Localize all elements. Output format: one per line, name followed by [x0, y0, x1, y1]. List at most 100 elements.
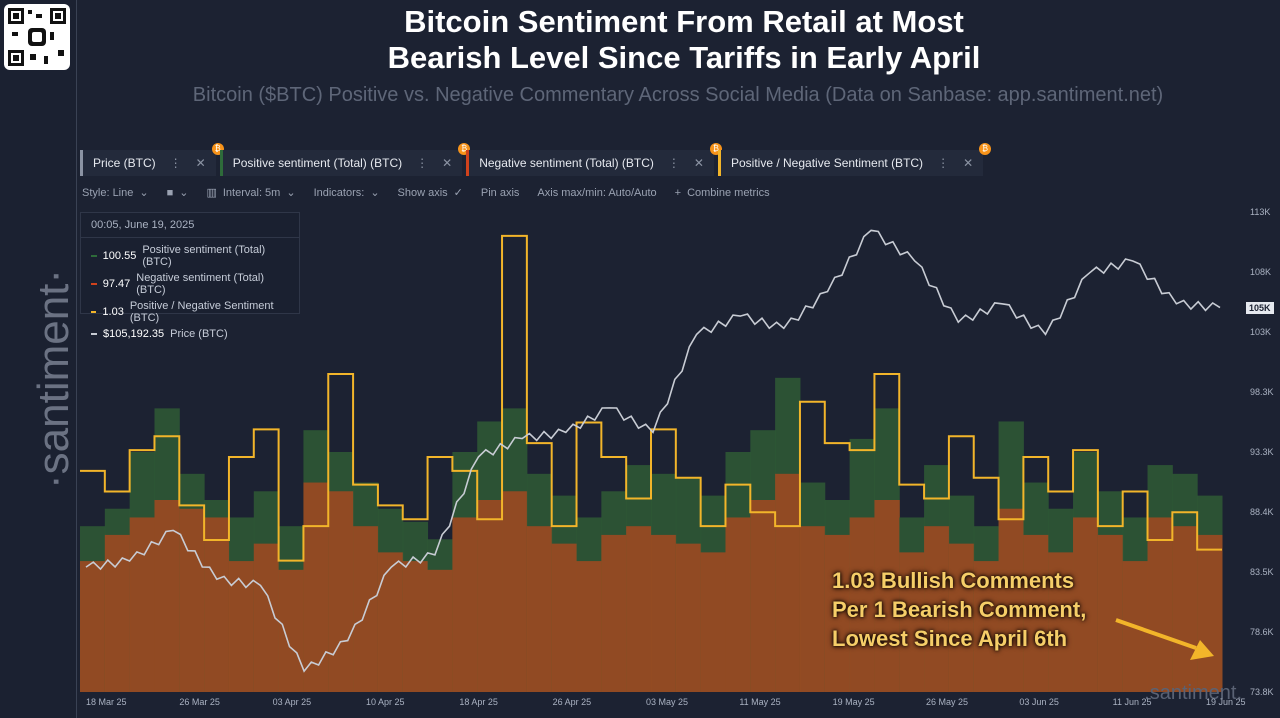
more-icon[interactable]: ⋮: [169, 156, 182, 170]
negative-sentiment-bar: [526, 526, 553, 692]
metric-chip-ratio[interactable]: Positive / Negative Sentiment (BTC) ⋮ ✕ …: [717, 143, 992, 176]
chart-options: Style: Line ⌄ ■ ⌄ ▥ Interval: 5m ⌄ Indicator…: [82, 186, 770, 200]
more-icon[interactable]: ⋮: [937, 156, 950, 170]
y-tick-label: 108K: [1250, 267, 1272, 277]
negative-sentiment-bar: [303, 482, 329, 692]
qr-code-icon: [4, 4, 70, 70]
metric-chip-negative[interactable]: Negative sentiment (Total) (BTC) ⋮ ✕ ₿: [466, 143, 722, 176]
negative-sentiment-bar: [948, 543, 975, 692]
interval-select[interactable]: ▥ Interval: 5m ⌄: [206, 186, 296, 200]
metric-label: Positive / Negative Sentiment (BTC): [730, 156, 924, 170]
x-tick-label: 26 Apr 25: [552, 697, 592, 707]
x-tick-label: 03 May 25: [646, 697, 689, 707]
close-icon[interactable]: ✕: [442, 156, 453, 170]
x-tick-label: 10 Apr 25: [366, 697, 405, 707]
y-tick-label: 113K: [1250, 207, 1271, 217]
negative-sentiment-bar: [477, 500, 503, 692]
negative-sentiment-bar: [1172, 526, 1198, 692]
negative-sentiment-bar: [924, 526, 950, 692]
more-icon[interactable]: ⋮: [667, 156, 680, 170]
price-tag: 105K: [1246, 302, 1274, 314]
negative-sentiment-bar: [1073, 517, 1099, 692]
x-tick-label: 03 Jun 25: [1019, 697, 1059, 707]
metric-chip-positive[interactable]: Positive sentiment (Total) (BTC) ⋮ ✕ ₿: [219, 143, 471, 176]
x-tick-label: 03 Apr 25: [272, 697, 312, 707]
y-axis: 113K 108K 103K 98.3K 93.3K 88.4K 83.5K 78.6K 73.…: [1244, 0, 1280, 718]
negative-sentiment-bar: [626, 526, 652, 692]
negative-sentiment-bar: [204, 517, 230, 692]
negative-sentiment-bar: [973, 561, 1000, 692]
metric-label: Positive sentiment (Total) (BTC): [232, 156, 403, 170]
tooltip-row: $105,192.35 Price (BTC): [81, 326, 299, 342]
santiment-watermark-small: .santiment.: [1144, 682, 1242, 704]
negative-sentiment-bar: [179, 508, 205, 692]
close-icon[interactable]: ✕: [195, 156, 206, 170]
negative-sentiment-bar: [651, 534, 677, 692]
show-axis-toggle[interactable]: Show axis ✓: [397, 186, 463, 200]
metric-chip-price[interactable]: Price (BTC) ⋮ ✕ ₿: [80, 143, 224, 176]
chevron-down-icon: ⌄: [139, 187, 149, 199]
indicators-select[interactable]: Indicators: ⌄: [313, 186, 380, 200]
y-tick-label: 103K: [1250, 327, 1272, 337]
chevron-down-icon: ⌄: [370, 187, 380, 199]
negative-sentiment-bar: [1048, 552, 1074, 692]
close-icon[interactable]: ✕: [963, 156, 974, 170]
negative-sentiment-bar: [104, 534, 131, 692]
pin-axis-toggle[interactable]: Pin axis: [480, 186, 520, 199]
page-title: Bitcoin Sentiment From Retail at Most Be…: [120, 4, 1248, 76]
ratio-series-line: [80, 234, 1222, 562]
x-tick-label: 11 Jun 25: [1112, 697, 1152, 707]
plus-icon: +: [674, 186, 682, 199]
tooltip-box: 00:05, June 19, 2025 100.55 Positive sent…: [80, 212, 300, 340]
negative-sentiment-bar: [551, 543, 578, 692]
more-icon[interactable]: ⋮: [416, 156, 429, 170]
callout-annotation: 1.03 Bullish Comments Per 1 Bearish Comm…: [832, 568, 1087, 651]
chevron-down-icon: ⌄: [286, 187, 296, 199]
negative-sentiment-bar: [849, 517, 875, 692]
x-tick-label: 26 Mar 25: [179, 697, 220, 707]
negative-sentiment-bar: [328, 491, 354, 692]
negative-sentiment-bar: [750, 500, 776, 692]
y-tick-label: 88.4K: [1250, 507, 1274, 517]
combine-metrics-button[interactable]: + Combine metrics: [674, 186, 770, 199]
negative-sentiment-bar: [576, 561, 602, 692]
negative-sentiment-bar: [601, 534, 627, 692]
negative-sentiment-bar: [725, 517, 751, 692]
negative-sentiment-bar: [874, 500, 900, 692]
negative-sentiment-bar: [154, 500, 180, 692]
metric-label: Price (BTC): [93, 156, 156, 170]
x-tick-label: 18 Mar 25: [86, 697, 127, 707]
y-tick-label: 93.3K: [1250, 447, 1274, 457]
metric-chips: Price (BTC) ⋮ ✕ ₿ Positive sentiment (To…: [80, 143, 992, 178]
negative-sentiment-bar: [1147, 517, 1173, 692]
negative-sentiment-bar: [502, 491, 528, 692]
santiment-watermark: ·santiment·: [29, 268, 78, 489]
square-icon: ■: [166, 186, 174, 199]
negative-sentiment-bar: [824, 534, 851, 692]
negative-sentiment-bar: [998, 508, 1024, 692]
tooltip-row: 1.03 Positive / Negative Sentiment (BTC): [81, 298, 299, 326]
metric-label: Negative sentiment (Total) (BTC): [479, 156, 654, 170]
bitcoin-icon: ₿: [979, 143, 992, 155]
close-icon[interactable]: ✕: [693, 156, 704, 170]
negative-sentiment-bar: [80, 561, 106, 692]
title-line-1: Bitcoin Sentiment From Retail at Most: [404, 4, 964, 39]
x-tick-label: 19 Jun 25: [1206, 697, 1246, 707]
axis-maxmin-select[interactable]: Axis max/min: Auto/Auto: [537, 186, 657, 199]
negative-sentiment-bar: [1023, 534, 1049, 692]
negative-sentiment-bar: [377, 552, 404, 692]
y-tick-label: 98.3K: [1250, 387, 1274, 397]
y-tick-label: 83.5K: [1250, 567, 1274, 577]
negative-sentiment-bar: [1097, 534, 1124, 692]
subtitle: Bitcoin ($BTC) Positive vs. Negative Com…: [192, 84, 1164, 106]
negative-sentiment-bar: [427, 569, 453, 692]
x-tick-label: 11 May 25: [739, 697, 781, 707]
callout-arrowhead: [1190, 640, 1214, 660]
negative-sentiment-bar: [129, 517, 155, 692]
negative-sentiment-bar: [228, 561, 255, 692]
y-tick-label: 73.8K: [1250, 687, 1274, 697]
style-select[interactable]: Style: Line ⌄: [82, 186, 149, 200]
title-line-2: Bearish Level Since Tariffs in Early Apr…: [387, 40, 981, 75]
color-select[interactable]: ■ ⌄: [166, 186, 189, 200]
